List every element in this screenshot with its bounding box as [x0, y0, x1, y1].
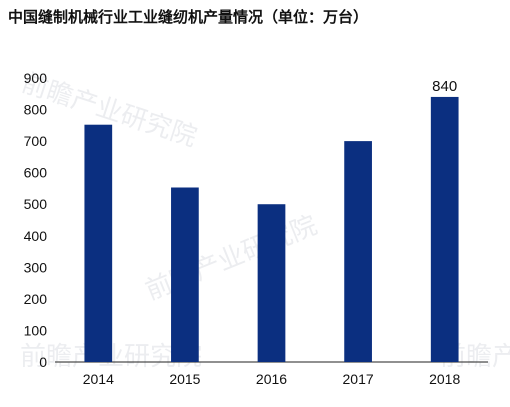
x-axis: 2014 2015 2016 2017 2018 — [55, 361, 488, 387]
x-tick-label: 2018 — [429, 371, 460, 387]
y-tick-label: 100 — [24, 322, 48, 338]
y-tick-label: 500 — [24, 196, 48, 212]
y-tick-label: 800 — [24, 102, 48, 118]
x-tick-label: 2017 — [343, 371, 374, 387]
x-tick-label: 2015 — [169, 371, 200, 387]
data-label-2018: 840 — [432, 78, 457, 95]
y-tick-label: 200 — [24, 291, 48, 307]
y-tick-label: 300 — [24, 259, 48, 275]
chart-title: 中国缝制机械行业工业缝纫机产量情况（单位：万台） — [8, 8, 369, 26]
y-tick-label: 0 — [39, 354, 47, 370]
bars-group — [84, 96, 459, 362]
bar-2014 — [84, 124, 113, 362]
watermark-text: 前瞻产业研究院 — [141, 210, 321, 306]
bar-2015 — [171, 187, 199, 362]
y-tick-label: 900 — [24, 70, 48, 86]
y-tick-label: 400 — [24, 228, 48, 244]
x-tick-label: 2014 — [83, 371, 114, 387]
y-tick-label: 600 — [24, 165, 48, 181]
bar-2018 — [430, 96, 459, 362]
data-labels-group: 840 — [432, 78, 457, 95]
y-axis: 0 100 200 300 400 500 600 700 800 900 — [24, 70, 48, 370]
x-tick-label: 2016 — [256, 371, 287, 387]
bar-2016 — [257, 204, 286, 362]
bar-2017 — [344, 141, 372, 362]
y-tick-label: 700 — [24, 133, 48, 149]
